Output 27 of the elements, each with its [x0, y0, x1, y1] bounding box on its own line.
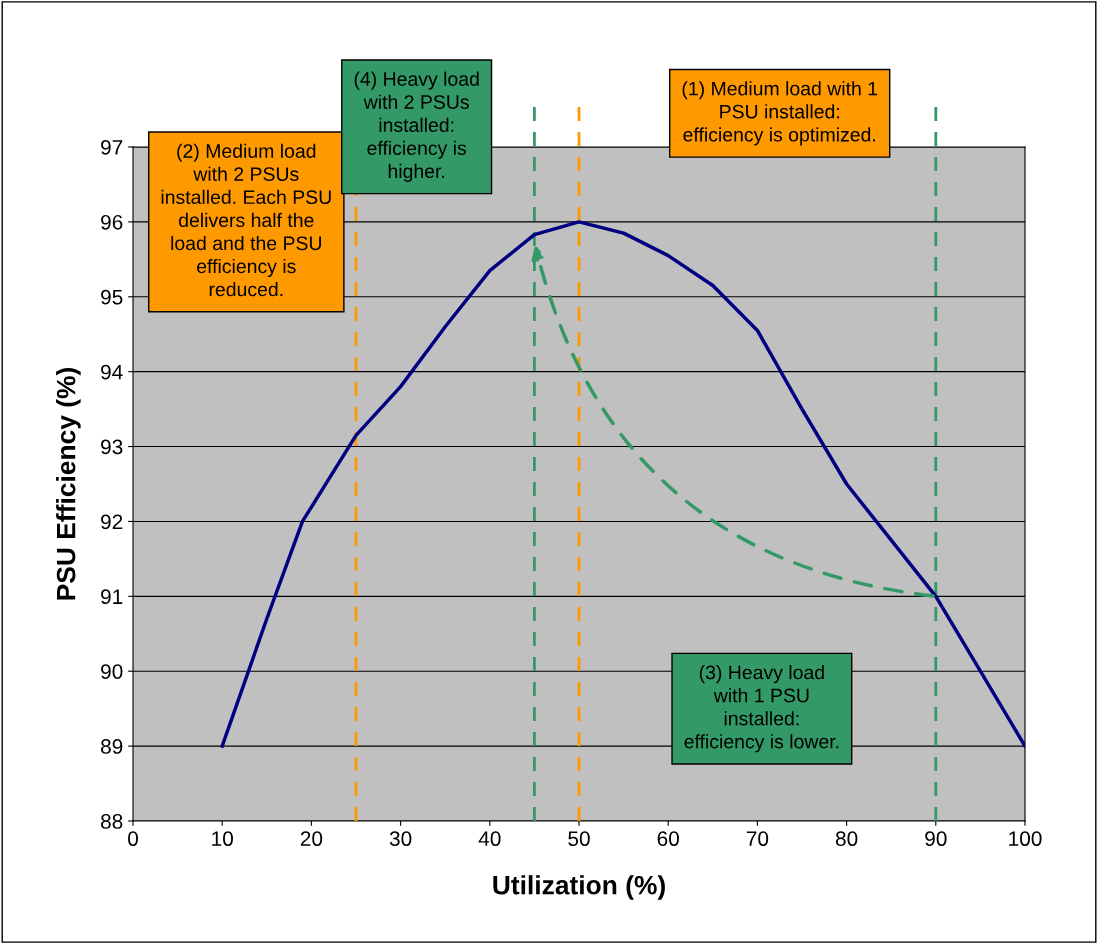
annotation: (3) Heavy load with 1 PSU installed: efficiency is lower.: [684, 665, 839, 753]
x-tick-label: 100: [1009, 831, 1042, 847]
y-tick-label: 92: [101, 514, 123, 530]
y-tick-label: 88: [101, 814, 123, 829]
annotation: (4) Heavy load with 2 PSUs installed: efficiency is higher.: [354, 71, 479, 182]
y-tick-label: 91: [101, 589, 123, 605]
y-tick-label: 90: [101, 664, 123, 679]
y-axis-title: PSU Efficiency (%): [56, 367, 81, 600]
y-tick-label: 89: [101, 739, 123, 754]
x-tick-label: 30: [389, 831, 412, 847]
x-tick-label: 80: [835, 831, 858, 847]
x-tick-label: 0: [128, 831, 138, 847]
x-tick-label: 20: [300, 831, 323, 847]
y-tick-label: 97: [101, 140, 123, 155]
y-tick-label: 94: [101, 364, 123, 380]
y-tick-label: 93: [101, 439, 123, 455]
text: (1) Medium load with 1 PSU installed: efficiency is optimized.: [682, 81, 878, 146]
x-tick-label: 10: [212, 831, 233, 847]
x-tick-label: 50: [568, 831, 590, 847]
x-axis-title: Utilization (%): [493, 875, 665, 900]
y-tick-label: 95: [101, 289, 123, 305]
x-tick-label: 90: [925, 831, 947, 847]
annotation: (2) Medium load with 2 PSUs installed. Each PSU delivers half the load and the PSU efficiency is reduced.: [161, 143, 331, 297]
x-tick-label: 40: [478, 831, 501, 847]
x-tick-label: 70: [746, 831, 769, 847]
x-tick-label: 60: [657, 831, 679, 847]
y-tick-label: 96: [101, 214, 123, 230]
